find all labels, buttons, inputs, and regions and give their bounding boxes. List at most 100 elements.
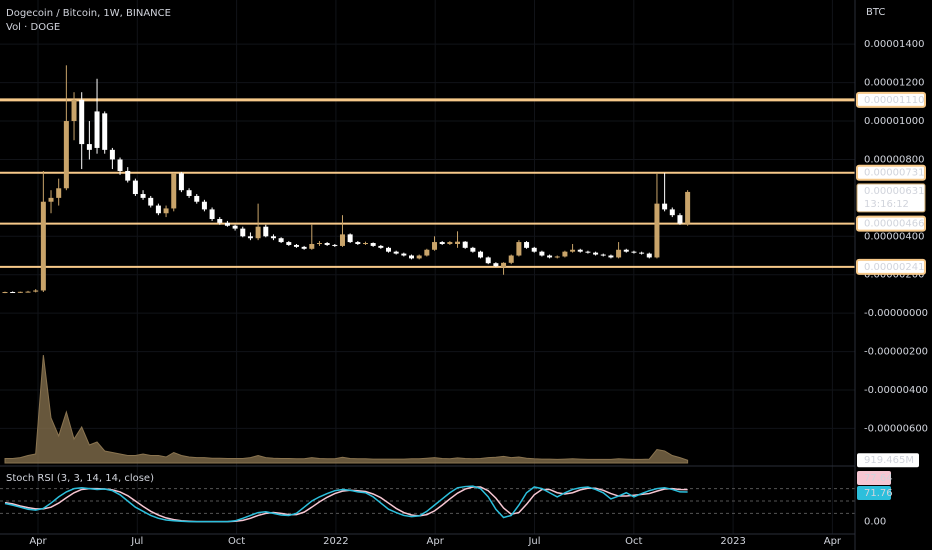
currency-label: BTC [866,7,885,18]
stoch-k-label: 71.76 [864,488,893,499]
candle-body [485,257,491,264]
level-label-box [856,258,926,275]
x-tick-label: Jul [527,536,540,547]
candle-body [478,251,484,258]
level-label: 0.00000241 [864,262,924,273]
y-tick-label: -0.00000000 [864,308,928,319]
candle-body [516,242,522,256]
candle-body [316,243,322,245]
candle-body [585,251,591,253]
candle-body [163,208,169,214]
stoch-d-line [4,486,688,523]
level-label: 0.00000731 [864,168,924,179]
axes: 0.00001400 0.00001200 0.00001000 0.00000800… [29,39,928,547]
candle-body [10,292,16,294]
candle-body [117,159,123,171]
candle-body [616,249,622,258]
candle-body [309,243,315,249]
candle-body [25,291,31,293]
candle-body [171,173,177,209]
candle-body [685,191,691,224]
candle-body [654,203,660,258]
candle-body [562,251,568,257]
candle-body [554,256,560,258]
candle-body [524,242,530,248]
x-tick-label: Jul [130,536,143,547]
y-tick-label: 0.00000200 [864,270,924,281]
candle-body [332,244,338,246]
candle-body [232,225,238,229]
candle-body [631,251,637,253]
stoch-tick-label: 0.00 [864,517,886,528]
candle-body [547,255,553,258]
candle-body [132,180,138,195]
y-tick-label: 0.00000400 [864,231,924,242]
candle-body [455,241,461,244]
volume-pane [4,354,689,464]
candle-body [593,252,599,255]
candle-body [224,222,230,226]
candle-body [240,228,246,237]
candle-body [386,247,391,252]
candle-body [639,252,645,254]
candle-body [677,215,683,224]
candle-body [339,234,345,246]
candle-body [125,170,131,181]
x-tick-label: Apr [824,536,842,547]
x-tick-label: 2022 [323,536,348,547]
candle-body [217,219,223,223]
candle-body [646,253,652,258]
y-tick-label: 0.00000800 [864,154,924,165]
candle-body [462,241,468,248]
x-tick-label: Apr [427,536,445,547]
candle-body [94,111,100,148]
candle-body [178,173,184,191]
candle-body [432,242,438,250]
candle-body [447,242,453,244]
candle-body [401,253,407,256]
stoch-k-line [4,485,688,523]
candle-body [662,203,668,210]
y-tick-label: 0.00001400 [864,39,924,50]
candle-body [109,149,115,160]
candles [2,65,691,294]
y-tick-label: -0.00000400 [864,385,928,396]
candle-body [2,292,8,294]
stoch-d-label: 77.64 [864,473,893,484]
levels [0,98,855,268]
candle-body [439,242,445,244]
candle-body [79,99,85,145]
candle-body [623,249,629,252]
candle-body [140,194,146,198]
candle-body [293,244,299,247]
last-price-label: 0.00000631 [864,186,924,197]
candle-body [33,290,39,292]
candle-body [247,236,253,239]
x-tick-label: Oct [228,536,245,547]
level-label-box [856,164,926,181]
candle-body [362,243,368,245]
level-label-box [856,215,926,232]
level-label-box [856,91,926,108]
candle-body [278,238,284,243]
y-tick-label: -0.00000600 [864,423,928,434]
indicator-title: Stoch RSI (3, 3, 14, 14, close) [6,473,154,484]
candle-body [201,201,207,210]
y-tick-label: -0.00000200 [864,347,928,358]
level-label: 0.00000466 [864,219,924,230]
candle-body [416,255,422,259]
candle-body [63,121,69,189]
candle-body [56,188,62,198]
candle-body [186,190,192,196]
candle-body [669,209,675,216]
candle-body [539,251,545,256]
candle-body [40,201,46,291]
volume-area [4,354,689,464]
candle-body [501,262,507,268]
x-tick-label: Apr [29,536,47,547]
candle-body [424,249,430,256]
candle-body [531,247,537,252]
candle-body [102,113,108,150]
candle-body [370,243,376,246]
